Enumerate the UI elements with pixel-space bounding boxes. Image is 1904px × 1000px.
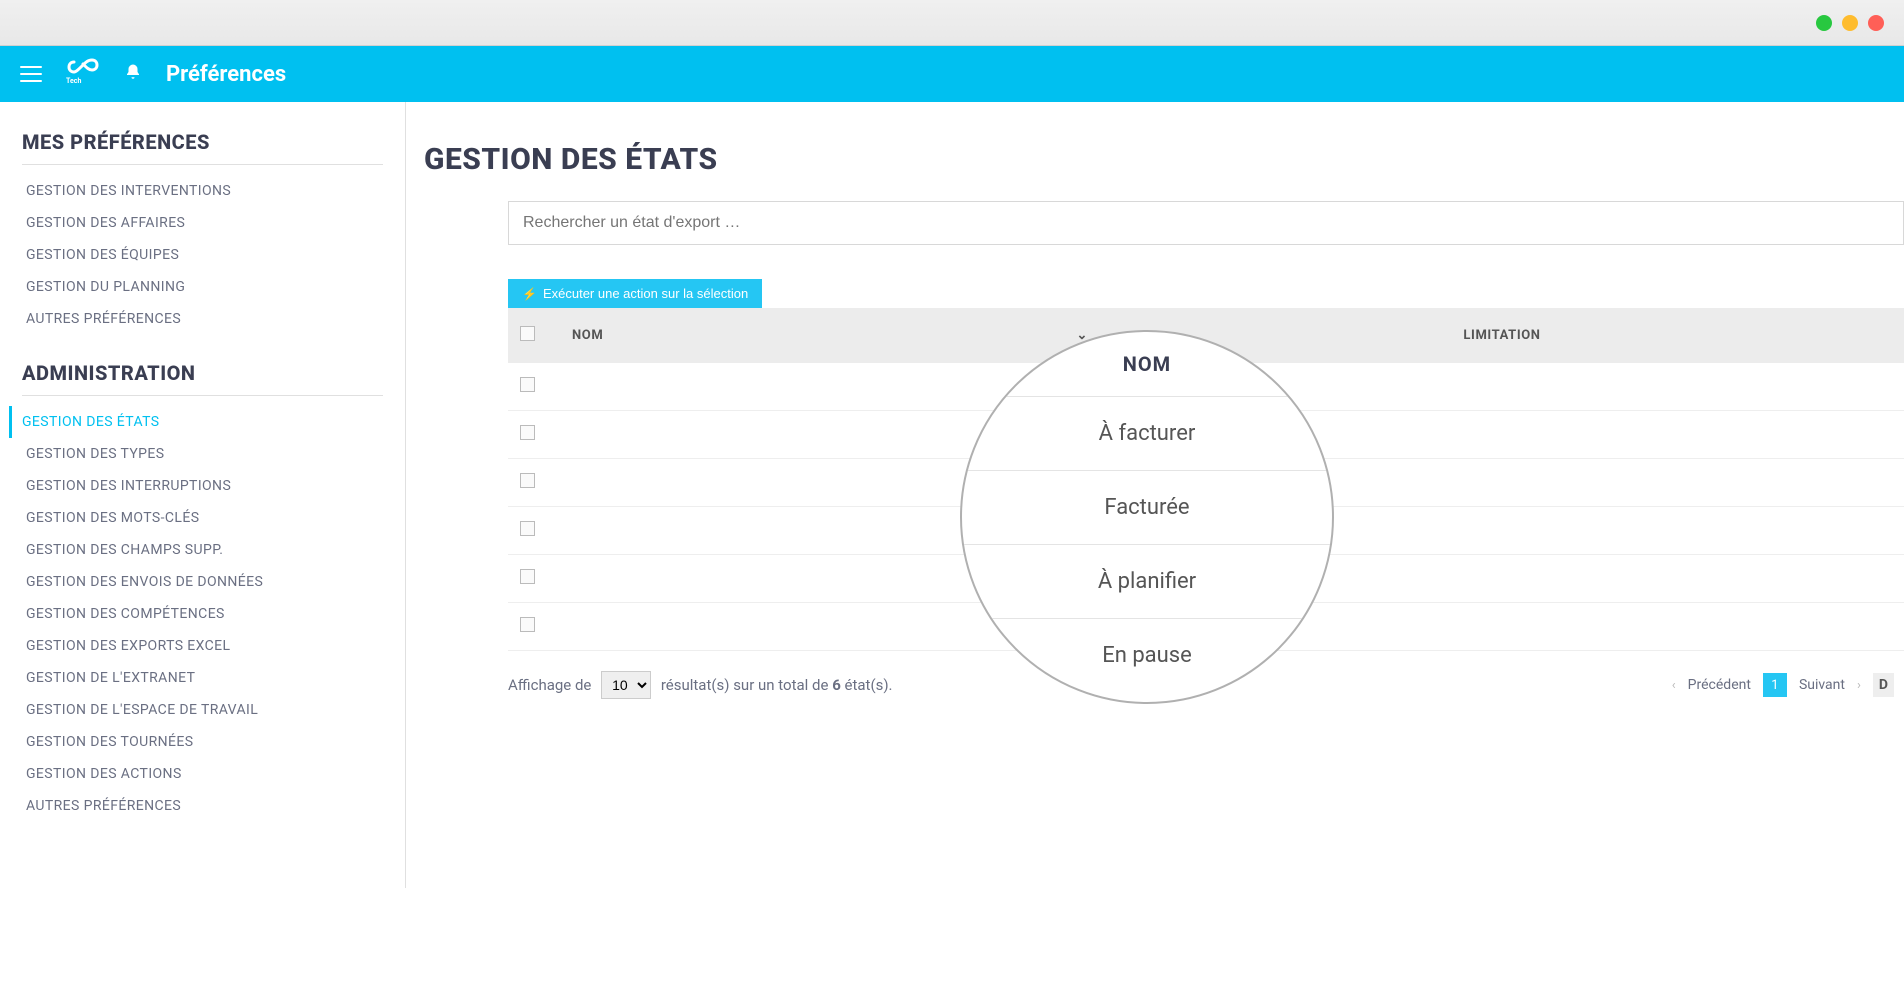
page-breadcrumb: Préférences bbox=[166, 62, 286, 87]
main-content: GESTION DES ÉTATS ⚡ Exécuter une action … bbox=[406, 102, 1904, 888]
sidebar-item[interactable]: GESTION DES COMPÉTENCES bbox=[22, 598, 383, 630]
sidebar-item[interactable]: GESTION DES ÉQUIPES bbox=[22, 239, 383, 271]
sidebar-section-admin-title: ADMINISTRATION bbox=[22, 361, 383, 385]
select-all-checkbox[interactable] bbox=[520, 326, 535, 341]
mac-minimize-icon[interactable] bbox=[1816, 15, 1832, 31]
sidebar-nav-admin: GESTION DES ÉTATSGESTION DES TYPESGESTIO… bbox=[22, 406, 383, 822]
mac-close-icon[interactable] bbox=[1868, 15, 1884, 31]
row-checkbox[interactable] bbox=[520, 569, 535, 584]
sidebar-section-prefs-title: MES PRÉFÉRENCES bbox=[22, 130, 383, 154]
sidebar-item[interactable]: GESTION DES AFFAIRES bbox=[22, 207, 383, 239]
svg-text:Tech: Tech bbox=[66, 77, 81, 84]
pager-next[interactable]: Suivant bbox=[1799, 677, 1845, 693]
notifications-bell-icon[interactable] bbox=[124, 63, 142, 85]
menu-toggle-icon[interactable] bbox=[20, 66, 42, 82]
chevron-right-icon[interactable]: › bbox=[1857, 678, 1861, 693]
row-checkbox[interactable] bbox=[520, 521, 535, 536]
sidebar-item[interactable]: GESTION DE L'ESPACE DE TRAVAIL bbox=[22, 694, 383, 726]
pager: ‹ Précédent 1 Suivant › D bbox=[1672, 673, 1894, 697]
sidebar: MES PRÉFÉRENCES GESTION DES INTERVENTION… bbox=[0, 102, 406, 888]
sidebar-item[interactable]: GESTION DES MOTS-CLÉS bbox=[22, 502, 383, 534]
column-checkbox bbox=[508, 308, 560, 363]
sidebar-item[interactable]: GESTION DE L'EXTRANET bbox=[22, 662, 383, 694]
search-input[interactable] bbox=[508, 201, 1904, 245]
logo[interactable]: Tech bbox=[66, 58, 100, 90]
sidebar-item[interactable]: AUTRES PRÉFÉRENCES bbox=[22, 303, 383, 335]
sidebar-item[interactable]: GESTION DES TYPES bbox=[22, 438, 383, 470]
sidebar-item[interactable]: GESTION DES INTERRUPTIONS bbox=[22, 470, 383, 502]
magnifier-row: À planifier bbox=[962, 544, 1332, 618]
divider bbox=[22, 395, 383, 396]
row-checkbox[interactable] bbox=[520, 377, 535, 392]
sidebar-item[interactable]: GESTION DES ACTIONS bbox=[22, 758, 383, 790]
execute-action-button[interactable]: ⚡ Exécuter une action sur la sélection bbox=[508, 279, 762, 308]
pager-current-page[interactable]: 1 bbox=[1763, 673, 1787, 697]
chevron-left-icon[interactable]: ‹ bbox=[1672, 678, 1676, 693]
page-title: GESTION DES ÉTATS bbox=[424, 142, 1904, 177]
magnifier-row: Facturée bbox=[962, 470, 1332, 544]
sidebar-item[interactable]: GESTION DES TOURNÉES bbox=[22, 726, 383, 758]
results-count-text: Affichage de 10 résultat(s) sur un total… bbox=[508, 671, 893, 699]
topnav: Tech Préférences bbox=[0, 46, 1904, 102]
sidebar-item[interactable]: GESTION DU PLANNING bbox=[22, 271, 383, 303]
magnifier-row: À facturer bbox=[962, 396, 1332, 470]
sidebar-item[interactable]: AUTRES PRÉFÉRENCES bbox=[22, 790, 383, 822]
mac-zoom-icon[interactable] bbox=[1842, 15, 1858, 31]
bolt-icon: ⚡ bbox=[522, 287, 537, 301]
row-checkbox[interactable] bbox=[520, 473, 535, 488]
page-size-select[interactable]: 10 bbox=[601, 671, 651, 699]
mac-titlebar bbox=[0, 0, 1904, 46]
column-nom[interactable]: NOM ⌄ bbox=[560, 308, 1100, 363]
sidebar-nav-prefs: GESTION DES INTERVENTIONSGESTION DES AFF… bbox=[22, 175, 383, 335]
sidebar-item[interactable]: GESTION DES ENVOIS DE DONNÉES bbox=[22, 566, 383, 598]
pager-prev[interactable]: Précédent bbox=[1688, 677, 1751, 693]
sidebar-item[interactable]: GESTION DES INTERVENTIONS bbox=[22, 175, 383, 207]
sidebar-item[interactable]: GESTION DES EXPORTS EXCEL bbox=[22, 630, 383, 662]
divider bbox=[22, 164, 383, 165]
sidebar-item[interactable]: GESTION DES ÉTATS bbox=[9, 406, 383, 438]
execute-action-label: Exécuter une action sur la sélection bbox=[543, 286, 748, 301]
row-checkbox[interactable] bbox=[520, 617, 535, 632]
sidebar-item[interactable]: GESTION DES CHAMPS SUPP. bbox=[22, 534, 383, 566]
row-checkbox[interactable] bbox=[520, 425, 535, 440]
magnifier-overlay: NOM À facturerFacturéeÀ planifierEn paus… bbox=[960, 330, 1334, 704]
pager-last-initial[interactable]: D bbox=[1873, 673, 1894, 697]
